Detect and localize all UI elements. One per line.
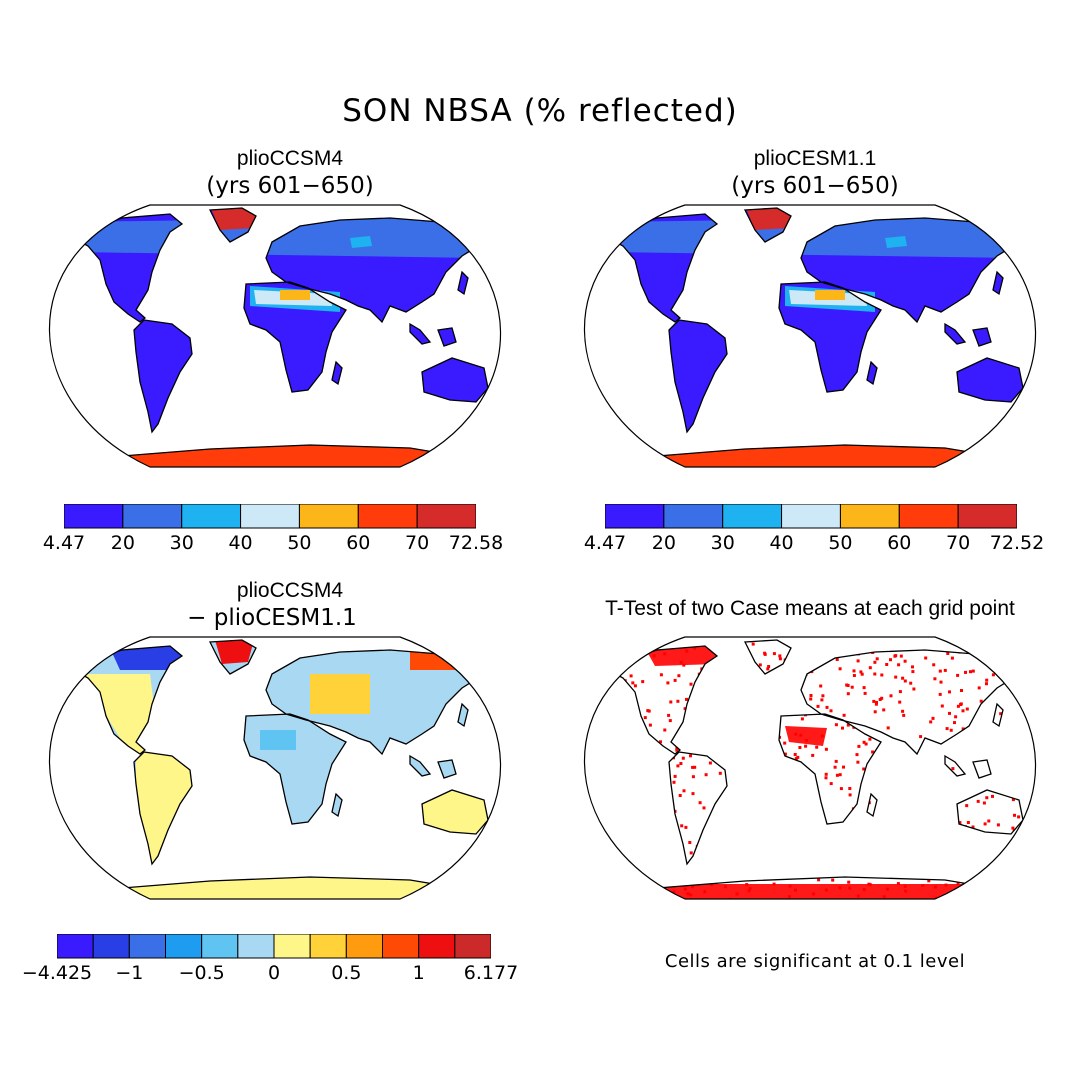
colorbar-tick-label: 30 — [710, 532, 735, 554]
colorbar-tick-label: 60 — [346, 532, 371, 554]
colorbar-bin — [128, 934, 167, 959]
colorbar-bin — [663, 504, 724, 529]
colorbar-bin — [382, 934, 420, 959]
colorbar-tick-label: 30 — [169, 532, 194, 554]
colorbar-tick-label: 50 — [287, 532, 312, 554]
colorbar-bin — [898, 504, 959, 529]
map-bottom-right — [583, 636, 1037, 900]
colorbar-tick-label: −1 — [115, 962, 144, 984]
colorbar-bin — [416, 504, 476, 529]
colorbar-tick-label: 4.47 — [42, 532, 86, 554]
colorbar-tick-label: −0.5 — [178, 962, 225, 984]
colorbar-tick-label: 40 — [228, 532, 253, 554]
map-top-left — [48, 204, 502, 468]
panel-subtitle-top-left: (yrs 601−650) — [206, 173, 374, 199]
colorbar-tick-label: −4.425 — [21, 962, 93, 984]
colorbar-tick-label: 1 — [412, 962, 425, 984]
colorbar-bin — [201, 934, 239, 959]
colorbar-tick-label: 72.52 — [989, 532, 1045, 554]
panel-title-top-left: plioCCSM4 — [236, 147, 344, 170]
colorbar-bin — [237, 934, 275, 959]
colorbar-bin — [345, 934, 384, 959]
colorbar-top-right — [605, 504, 1017, 529]
colorbar-tick-label: 50 — [828, 532, 853, 554]
colorbar-bin — [181, 504, 242, 529]
colorbar-bin — [781, 504, 841, 529]
colorbar-tick-label: 60 — [887, 532, 912, 554]
colorbar-bin — [273, 934, 311, 959]
colorbar-bin — [57, 934, 94, 959]
colorbar-tick-label: 40 — [769, 532, 794, 554]
significance-note: Cells are significant at 0.1 level — [664, 951, 966, 972]
panel-title-bottom-left: plioCCSM4 — [236, 579, 344, 602]
colorbar-bin — [298, 504, 359, 529]
map-bottom-left — [48, 636, 502, 900]
colorbar-bin — [418, 934, 456, 959]
colorbar-bin — [722, 504, 783, 529]
colorbar-tick-label: 70 — [946, 532, 971, 554]
colorbar-labels-bottom-left: −4.425 −1 −0.5 0 0.5 1 6.177 — [22, 962, 518, 986]
colorbar-bin — [357, 504, 418, 529]
colorbar-bin — [240, 504, 300, 529]
colorbar-bin — [454, 934, 491, 959]
colorbar-bin — [64, 504, 124, 529]
panel-title-top-right: plioCESM1.1 — [753, 147, 877, 170]
colorbar-bin — [839, 504, 900, 529]
colorbar-bin — [165, 934, 203, 959]
colorbar-top-left — [64, 504, 476, 529]
colorbar-labels-top-left: 4.47 20 30 40 50 60 70 72.58 — [43, 532, 503, 556]
colorbar-bottom-left — [57, 934, 491, 959]
colorbar-tick-label: 6.177 — [463, 962, 519, 984]
colorbar-tick-label: 20 — [110, 532, 135, 554]
map-top-right — [583, 204, 1037, 468]
colorbar-tick-label: 0.5 — [331, 962, 362, 984]
colorbar-tick-label: 70 — [405, 532, 430, 554]
colorbar-tick-label: 20 — [651, 532, 676, 554]
colorbar-bin — [92, 934, 130, 959]
colorbar-labels-top-right: 4.47 20 30 40 50 60 70 72.52 — [584, 532, 1044, 556]
panel-title-bottom-right: T-Test of two Case means at each grid po… — [605, 597, 1015, 620]
panel-subtitle-bottom-left: − plioCESM1.1 — [187, 605, 357, 631]
colorbar-bin — [605, 504, 665, 529]
colorbar-tick-label: 0 — [267, 962, 281, 984]
colorbar-bin — [122, 504, 183, 529]
figure-title: SON NBSA (% reflected) — [342, 93, 738, 129]
colorbar-tick-label: 4.47 — [583, 532, 627, 554]
colorbar-bin — [957, 504, 1017, 529]
panel-subtitle-top-right: (yrs 601−650) — [731, 173, 899, 199]
colorbar-bin — [309, 934, 347, 959]
colorbar-tick-label: 72.58 — [448, 532, 504, 554]
